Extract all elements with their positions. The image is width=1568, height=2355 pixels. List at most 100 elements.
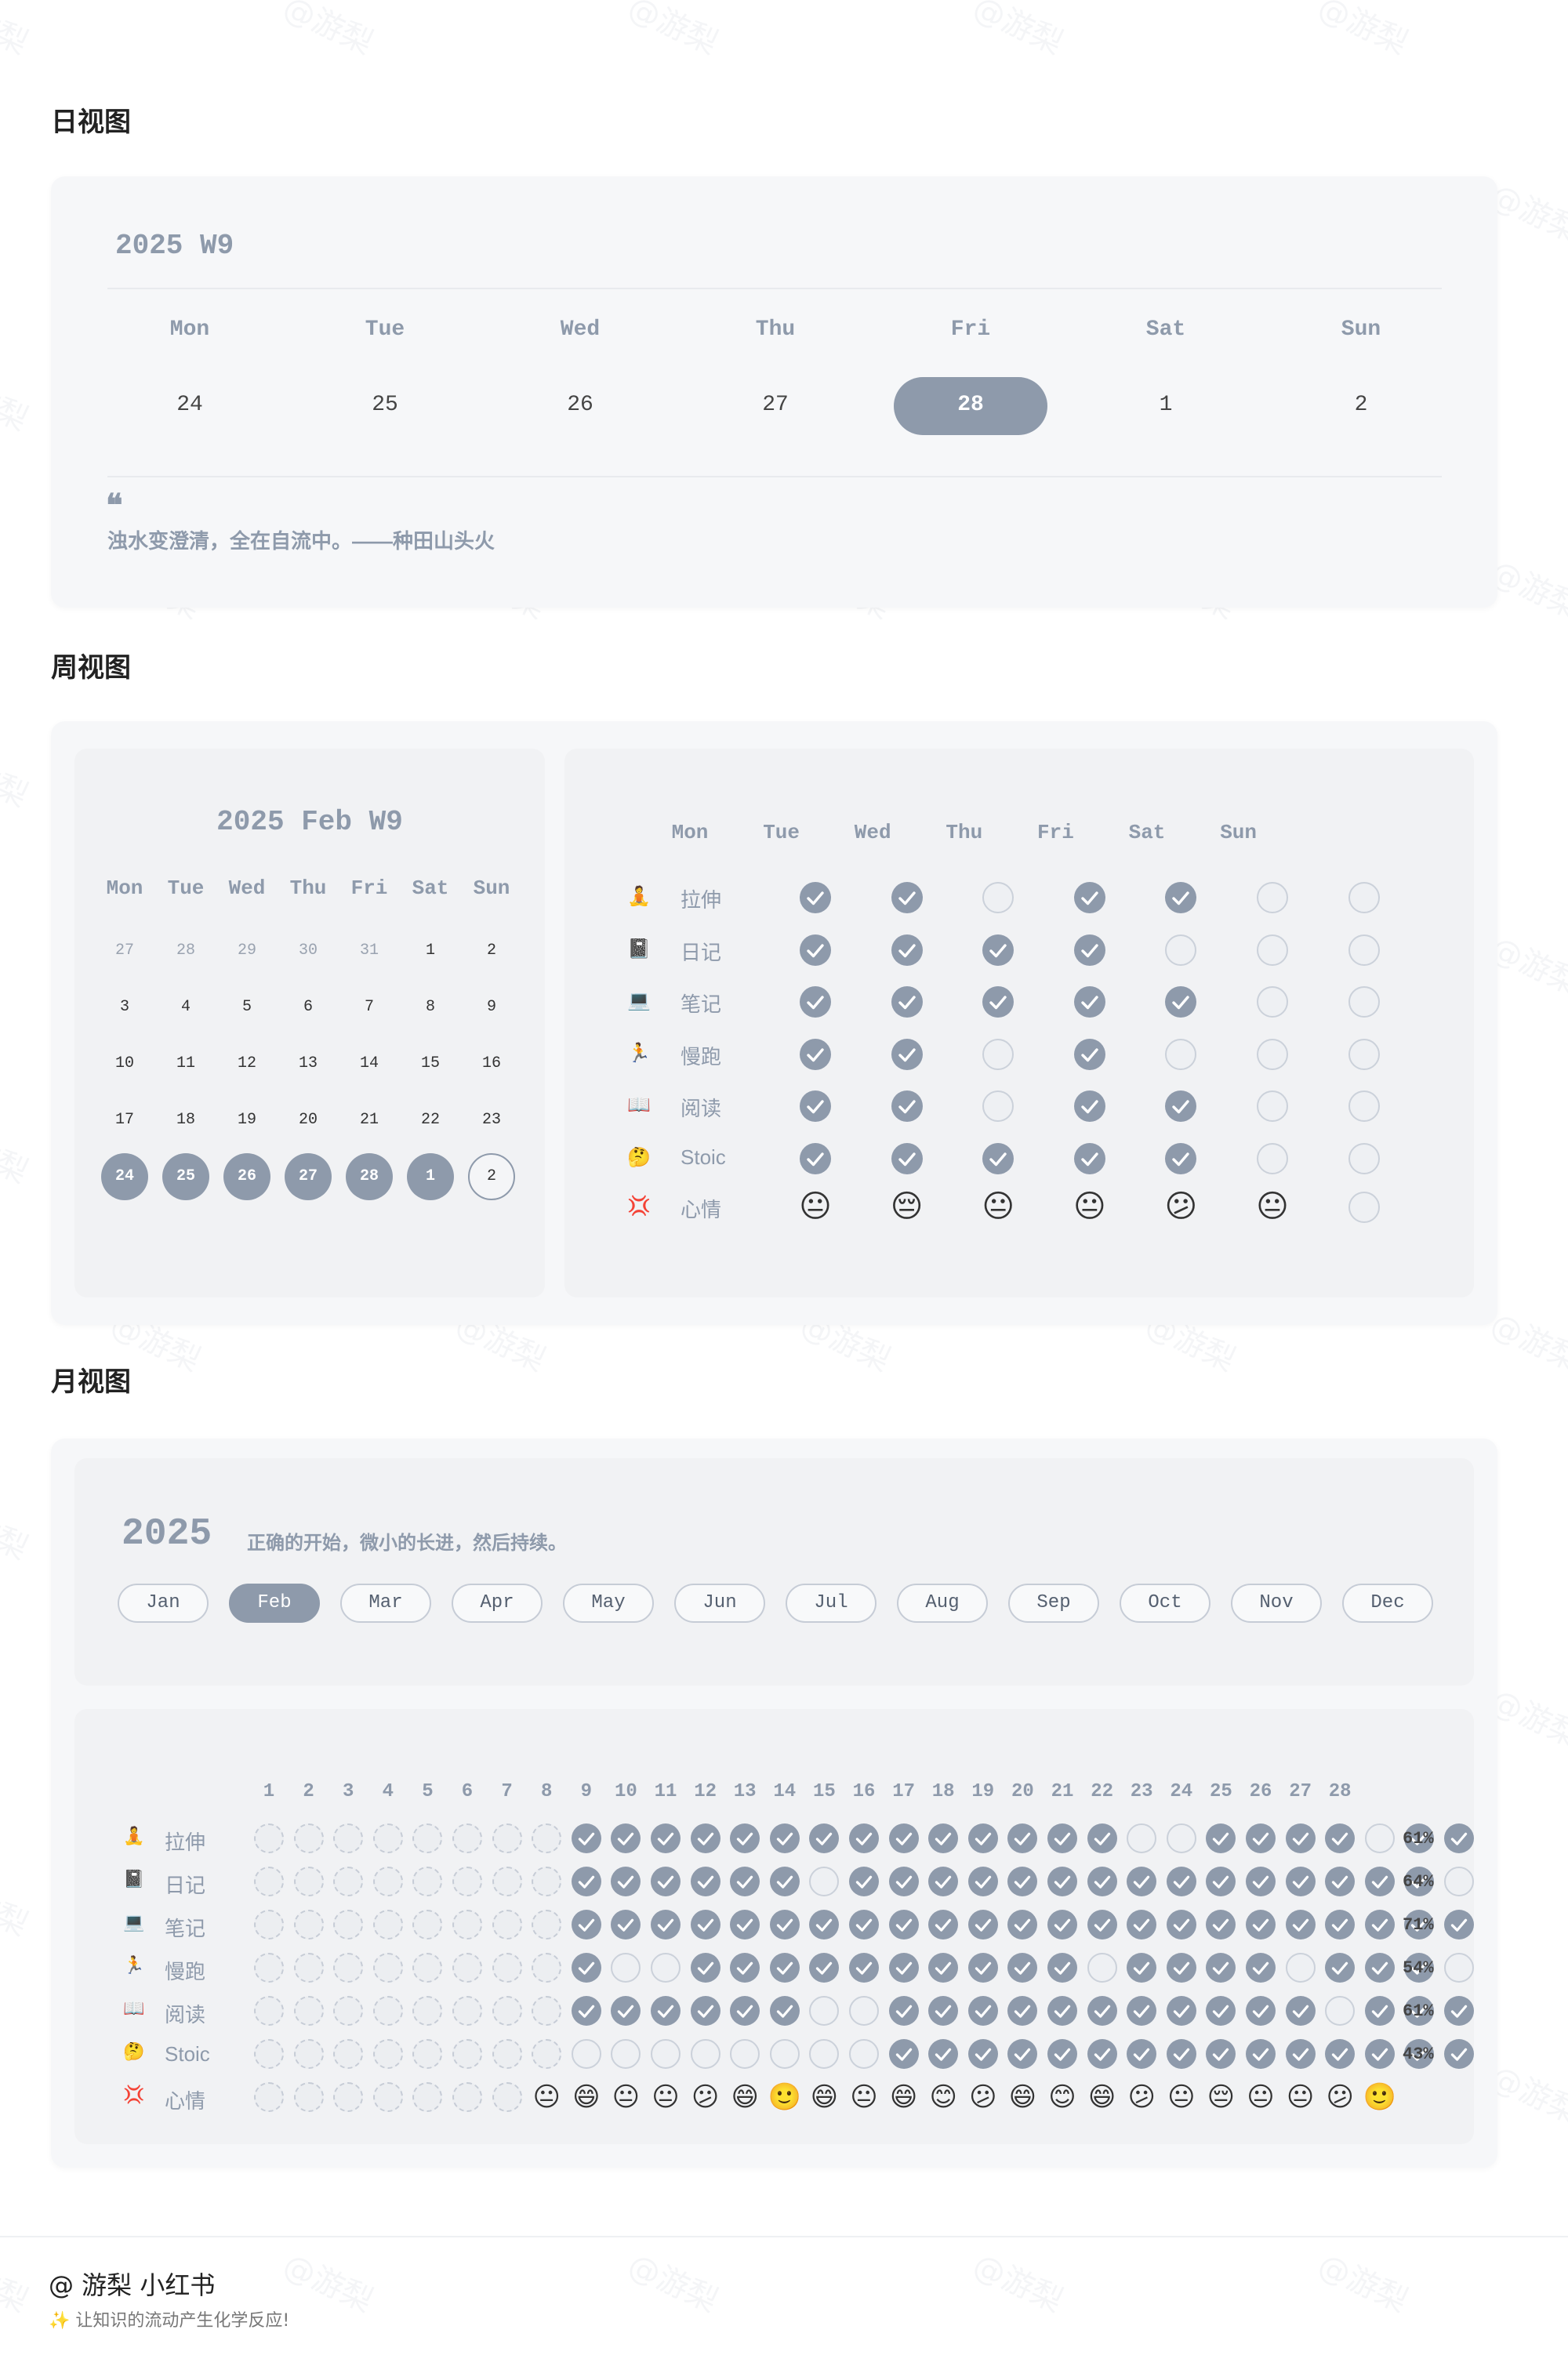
habit-day-check[interactable] [452, 1867, 482, 1896]
habit-check[interactable] [1165, 934, 1197, 966]
habit-day-check[interactable] [1246, 1953, 1276, 1983]
habit-day-check[interactable] [1404, 1867, 1435, 1896]
habit-day-check[interactable] [571, 2039, 601, 2069]
habit-check[interactable] [982, 882, 1014, 913]
mood-emoji[interactable]: 😕 [969, 2081, 997, 2113]
habit-day-check[interactable] [1087, 1823, 1117, 1853]
habit-day-check[interactable] [928, 2039, 959, 2069]
habit-check[interactable] [800, 1038, 831, 1070]
calendar-day[interactable]: 18 [176, 1111, 195, 1129]
habit-check[interactable] [1257, 1090, 1288, 1122]
habit-day-check[interactable] [967, 1996, 998, 2026]
mood-emoji[interactable]: 😄 [731, 2081, 759, 2113]
habit-day-check[interactable] [1206, 2039, 1236, 2069]
month-pill-feb[interactable]: Feb [229, 1584, 320, 1623]
habit-day-check[interactable] [1325, 1910, 1356, 1940]
current-week-day[interactable] [162, 1153, 209, 1200]
calendar-day[interactable]: 19 [237, 1111, 256, 1129]
habit-day-check[interactable] [769, 1823, 800, 1853]
habit-day-check[interactable] [1325, 2039, 1356, 2069]
habit-day-check[interactable] [333, 1953, 364, 1983]
habit-check[interactable] [982, 1038, 1014, 1070]
calendar-day[interactable]: 8 [425, 998, 435, 1016]
habit-day-check[interactable] [730, 1910, 760, 1940]
mood-emoji[interactable]: 😊 [929, 2081, 957, 2113]
habit-check[interactable] [891, 986, 923, 1018]
habit-check[interactable] [982, 934, 1014, 966]
habit-day-check[interactable] [809, 1953, 840, 1983]
habit-day-check[interactable] [690, 1867, 720, 1896]
habit-day-check[interactable] [809, 1910, 840, 1940]
habit-day-check[interactable] [611, 2039, 641, 2069]
habit-day-check[interactable] [1364, 1910, 1395, 1940]
habit-day-check[interactable] [1166, 2039, 1196, 2069]
calendar-day[interactable]: 3 [119, 998, 129, 1016]
mood-emoji[interactable]: 😐 [799, 1188, 832, 1225]
habit-check[interactable] [1257, 1142, 1288, 1174]
habit-day-check[interactable] [651, 1996, 681, 2026]
habit-day-check[interactable] [532, 1996, 562, 2026]
habit-day-check[interactable] [571, 1823, 601, 1853]
habit-day-check[interactable] [1047, 1953, 1077, 1983]
calendar-day[interactable]: 4 [180, 998, 191, 1016]
habit-check[interactable] [1165, 1038, 1197, 1070]
habit-day-check[interactable] [452, 2039, 482, 2069]
month-pill-jan[interactable]: Jan [118, 1584, 209, 1623]
habit-day-check[interactable] [412, 1867, 443, 1896]
habit-day-check[interactable] [690, 2039, 720, 2069]
mood-emoji[interactable]: 😕 [1164, 1188, 1198, 1225]
current-week-day[interactable] [468, 1153, 515, 1200]
habit-check[interactable] [1348, 1090, 1380, 1122]
habit-day-check[interactable] [254, 1953, 284, 1983]
habit-day-check[interactable] [1364, 2039, 1395, 2069]
habit-day-check[interactable] [1444, 1996, 1474, 2026]
habit-day-check[interactable] [967, 1823, 998, 1853]
mood-emoji[interactable]: 😐 [982, 1188, 1015, 1225]
calendar-day[interactable]: 26 [237, 1167, 256, 1185]
habit-day-check[interactable] [967, 2039, 998, 2069]
mood-empty[interactable] [254, 2082, 284, 2112]
habit-day-check[interactable] [849, 1953, 879, 1983]
habit-day-check[interactable] [1364, 1996, 1395, 2026]
mood-emoji[interactable]: 😕 [1127, 2081, 1156, 2113]
calendar-day[interactable]: 6 [303, 998, 313, 1016]
mood-emoji[interactable]: 😄 [810, 2081, 839, 2113]
habit-check[interactable] [982, 1090, 1014, 1122]
habit-day-check[interactable] [1444, 1867, 1474, 1896]
calendar-day[interactable]: 30 [298, 942, 318, 960]
habit-check[interactable] [1257, 882, 1288, 913]
month-pill-sep[interactable]: Sep [1008, 1584, 1099, 1623]
habit-day-check[interactable] [809, 1823, 840, 1853]
selected-day-date[interactable]: 28 [957, 393, 984, 417]
mood-empty[interactable] [452, 2082, 482, 2112]
habit-check[interactable] [800, 986, 831, 1018]
habit-day-check[interactable] [1325, 1996, 1356, 2026]
calendar-day[interactable]: 16 [481, 1054, 501, 1072]
habit-day-check[interactable] [1246, 1867, 1276, 1896]
calendar-day[interactable]: 28 [176, 942, 195, 960]
habit-day-check[interactable] [928, 1823, 959, 1853]
habit-check[interactable] [800, 882, 831, 913]
habit-day-check[interactable] [372, 1823, 403, 1853]
calendar-day[interactable]: 23 [481, 1111, 501, 1129]
habit-day-check[interactable] [1127, 1867, 1157, 1896]
calendar-day[interactable]: 15 [420, 1054, 440, 1072]
habit-day-check[interactable] [1285, 2039, 1316, 2069]
habit-day-check[interactable] [1127, 1953, 1157, 1983]
habit-day-check[interactable] [1285, 1910, 1316, 1940]
mood-emoji[interactable]: 😐 [1286, 2081, 1315, 2113]
habit-day-check[interactable] [1087, 1953, 1117, 1983]
habit-check[interactable] [982, 986, 1014, 1018]
habit-day-check[interactable] [1364, 1823, 1395, 1853]
habit-day-check[interactable] [769, 2039, 800, 2069]
habit-day-check[interactable] [849, 1996, 879, 2026]
habit-day-check[interactable] [532, 1823, 562, 1853]
habit-check[interactable] [1257, 934, 1288, 966]
mood-emoji[interactable]: 😄 [572, 2081, 601, 2113]
mood-emoji[interactable]: 😊 [1048, 2081, 1076, 2113]
habit-day-check[interactable] [1285, 1996, 1316, 2026]
calendar-day[interactable]: 10 [114, 1054, 134, 1072]
habit-day-check[interactable] [1444, 2039, 1474, 2069]
habit-day-check[interactable] [1087, 1867, 1117, 1896]
month-pill-dec[interactable]: Dec [1342, 1584, 1433, 1623]
